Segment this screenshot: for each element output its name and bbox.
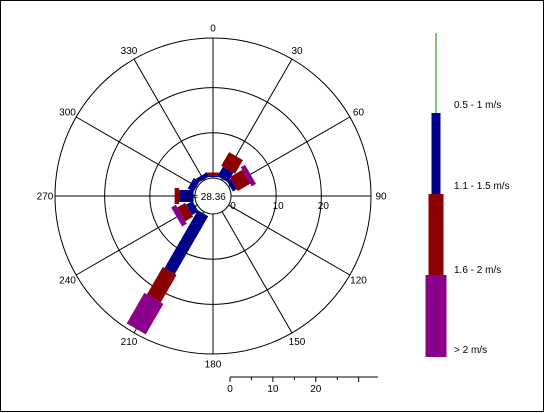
direction-labels: 0 30 60 90 120 150 180 210 240 270 300 330 [37, 24, 387, 371]
bar-rect-270-0 [193, 195, 195, 197]
calm-label: C = 28.36 [182, 192, 226, 203]
bar-0-bin0 [212, 177, 214, 178]
scale-label-20: 20 [310, 384, 322, 395]
bar-0-bin1 [207, 175, 219, 178]
bar-rect-60-2 [229, 169, 251, 191]
scale-bar: 0 10 20 [227, 376, 378, 395]
direction-label-0: 0 [210, 24, 216, 35]
bar-240-bin0 [194, 204, 198, 208]
spoke-120 [228, 204, 351, 276]
legend-swatch-0 [435, 33, 437, 113]
bar-330-bin0 [202, 179, 205, 181]
bar-rect-60-1 [226, 178, 237, 192]
bar-rect-240-2 [177, 202, 194, 222]
bar-300-bin1 [187, 177, 200, 192]
bar-rect-60-0 [228, 185, 231, 188]
bar-0-bin2 [205, 172, 221, 176]
bar-rect-330-1 [196, 172, 209, 183]
bar-rect-30-1 [217, 166, 234, 183]
legend-swatch-2 [428, 194, 444, 275]
scale-label-10: 10 [267, 384, 279, 395]
bar-rect-30-0 [221, 178, 224, 181]
legend-label-1: 1.1 - 1.5 m/s [454, 181, 510, 192]
direction-label-330: 330 [121, 46, 138, 57]
radial-label-10: 10 [273, 201, 285, 212]
bar-rect-0-1 [207, 175, 219, 178]
bar-rect-330-0 [202, 179, 205, 181]
direction-label-210: 210 [121, 337, 138, 348]
spoke-330 [133, 58, 205, 181]
bar-rect-270-1 [179, 190, 194, 202]
bar-210-bin1 [164, 210, 209, 275]
scale-label-0: 0 [227, 384, 233, 395]
bar-60-bin3 [240, 164, 257, 187]
bar-210-bin2 [146, 267, 177, 303]
bar-rect-300-1 [187, 177, 200, 192]
bar-210-bin0 [202, 211, 205, 214]
bar-rect-210-0 [202, 211, 205, 214]
bar-270-bin0 [193, 195, 195, 197]
bar-rect-60-3 [240, 164, 257, 187]
bar-60-bin0 [228, 185, 231, 188]
spoke-300 [75, 116, 198, 188]
bar-rect-0-2 [205, 172, 221, 176]
bar-rect-270-2 [174, 188, 180, 204]
radial-labels: 0 10 20 [230, 201, 329, 212]
bar-300-bin0 [196, 185, 198, 188]
wind-bars [126, 152, 257, 335]
direction-label-60: 60 [353, 108, 365, 119]
legend-swatch-3 [425, 275, 447, 357]
bar-210-bin3 [126, 292, 164, 335]
direction-label-270: 270 [37, 192, 54, 203]
direction-label-300: 300 [59, 108, 76, 119]
legend: 0.5 - 1 m/s 1.1 - 1.5 m/s 1.6 - 2 m/s > 2 m… [425, 33, 510, 357]
direction-label-90: 90 [375, 192, 387, 203]
legend-label-3: > 2 m/s [454, 345, 487, 356]
bar-rect-210-1 [164, 210, 209, 275]
bar-240-bin1 [186, 200, 199, 215]
bar-rect-0-0 [212, 177, 214, 178]
bar-30-bin2 [221, 152, 243, 174]
direction-label-120: 120 [350, 276, 367, 287]
radial-label-0: 0 [230, 201, 236, 212]
bar-rect-90-0 [231, 195, 232, 197]
bar-240-bin2 [177, 202, 194, 222]
calm-indicator: C = 28.36 [182, 192, 226, 203]
legend-label-0: 0.5 - 1 m/s [454, 100, 501, 111]
radial-label-20: 20 [318, 201, 330, 212]
bar-270-bin1 [179, 190, 194, 202]
bar-rect-240-3 [171, 204, 187, 227]
direction-label-240: 240 [59, 276, 76, 287]
bar-rect-300-0 [196, 185, 198, 188]
bar-30-bin1 [217, 166, 234, 183]
bar-rect-240-1 [186, 200, 199, 215]
bar-330-bin1 [196, 172, 209, 183]
bar-30-bin0 [221, 178, 224, 181]
bar-240-bin3 [171, 204, 187, 227]
bar-90-bin0 [231, 195, 232, 197]
spoke-150 [221, 211, 293, 334]
direction-label-180: 180 [205, 360, 222, 371]
bar-60-bin2 [229, 169, 251, 191]
legend-label-2: 1.6 - 2 m/s [454, 265, 501, 276]
bar-rect-30-2 [221, 152, 243, 174]
bar-rect-240-0 [194, 204, 198, 208]
bar-rect-210-3 [126, 292, 164, 335]
bar-270-bin2 [174, 188, 180, 204]
legend-swatch-1 [431, 113, 441, 194]
direction-label-150: 150 [289, 337, 306, 348]
bar-60-bin1 [226, 178, 237, 192]
bar-rect-210-2 [146, 267, 177, 303]
direction-label-30: 30 [291, 46, 303, 57]
